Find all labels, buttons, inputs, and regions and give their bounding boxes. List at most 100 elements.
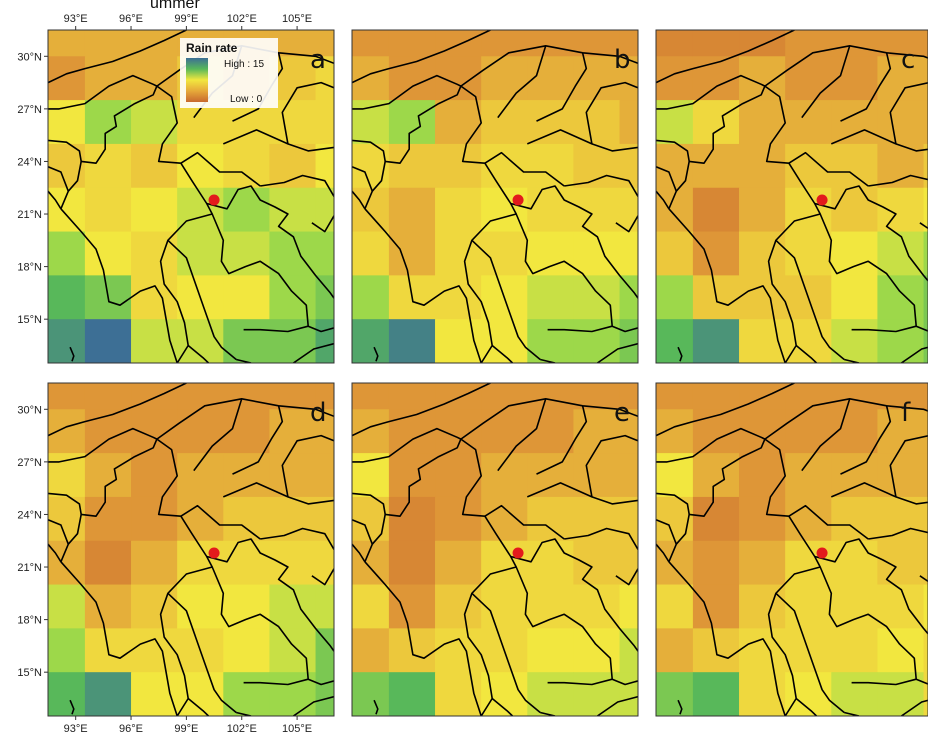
rain-grid-cell <box>269 231 317 276</box>
rain-grid-cell <box>619 187 638 233</box>
rain-grid-cell <box>923 319 928 363</box>
rain-grid-cell <box>923 383 928 410</box>
rain-grid-cell <box>223 672 270 716</box>
lat-tick-label: 30°N <box>17 51 42 63</box>
country-border-line <box>656 518 678 545</box>
country-border-line <box>243 325 309 333</box>
rain-grid-cell <box>785 453 832 498</box>
rain-grid-cell <box>923 584 928 629</box>
rain-grid-cell <box>352 383 390 410</box>
map-panel-c <box>656 30 928 363</box>
rain-grid-cell <box>785 56 832 101</box>
country-border-line <box>851 678 917 686</box>
lon-tick-label: 102°E <box>227 723 257 735</box>
rain-grid-cell <box>84 672 132 716</box>
rain-grid-cell <box>352 584 390 629</box>
rain-grid-cell <box>877 275 925 320</box>
country-border-line <box>352 383 491 437</box>
rain-grid-cell <box>84 143 132 189</box>
rain-grid-cell <box>84 56 132 101</box>
country-border-line <box>491 344 514 363</box>
rain-grid-cell <box>481 100 528 145</box>
country-border-line <box>292 695 334 716</box>
country-border-line <box>596 342 638 363</box>
rain-grid-cell <box>435 453 482 498</box>
country-border-line <box>919 575 928 583</box>
rain-grid-cell <box>527 672 574 716</box>
location-marker <box>208 194 220 206</box>
country-border-line <box>677 346 683 362</box>
country-border-line <box>656 139 690 162</box>
rain-grid-cell <box>435 30 482 57</box>
rain-grid-cell <box>48 30 86 57</box>
rain-grid-cell <box>435 496 482 542</box>
rain-grid-cell <box>831 453 878 498</box>
rain-grid-cell <box>388 383 436 410</box>
country-border-line <box>484 504 565 540</box>
country-border-line <box>615 215 638 233</box>
rain-grid-cell <box>692 319 740 363</box>
country-border-line <box>656 383 795 437</box>
rain-grid-cell <box>656 409 694 454</box>
rain-grid-cell <box>131 383 178 410</box>
rain-grid-cell <box>923 409 928 454</box>
country-border-line <box>236 358 252 363</box>
lat-tick-label: 21°N <box>17 209 42 221</box>
rain-grid-cell <box>527 453 574 498</box>
rain-grid-cell <box>131 143 178 189</box>
rain-grid-cell <box>481 143 528 189</box>
rain-grid-cell <box>223 496 270 542</box>
country-border-line <box>352 74 462 110</box>
country-border-line <box>491 697 514 716</box>
rain-grid-cell <box>131 100 178 145</box>
country-border-line <box>547 325 613 333</box>
rain-grid-cell <box>619 496 638 542</box>
rain-grid-cell <box>573 628 621 673</box>
rain-grid-cell <box>388 56 436 101</box>
country-border-line <box>801 45 851 119</box>
rain-grid-cell <box>831 30 878 57</box>
rain-grid-cell <box>435 540 482 586</box>
panel-frame <box>47 29 335 364</box>
rain-grid-cell <box>315 100 334 145</box>
rain-grid-cell <box>315 584 334 629</box>
rain-grid-cell <box>692 584 740 629</box>
legend-low-label: Low : 0 <box>230 94 263 105</box>
rain-grid-cell <box>877 453 925 498</box>
country-border-line <box>292 342 334 363</box>
country-border-line <box>656 543 670 563</box>
panel-frame <box>655 29 928 364</box>
rain-grid-cell <box>527 275 574 320</box>
country-border-line <box>48 427 158 463</box>
country-border-line <box>236 711 252 716</box>
rain-grid-cell <box>315 231 334 276</box>
rain-grid-cell <box>435 628 482 673</box>
rain-grid-cell <box>315 496 334 542</box>
country-border-line <box>668 85 821 363</box>
panel-frame <box>655 382 928 717</box>
rain-grid-cell <box>527 540 574 586</box>
rain-grid-cell <box>877 231 925 276</box>
country-border-line <box>167 239 237 361</box>
location-marker <box>208 547 220 559</box>
rain-grid-cell <box>223 187 270 233</box>
rain-grid-cell <box>84 187 132 233</box>
rain-grid-cell <box>619 584 638 629</box>
rain-grid-cell <box>315 453 334 498</box>
rain-grid-cell <box>656 584 694 629</box>
country-border-line <box>615 568 638 586</box>
rain-grid-cell <box>692 100 740 145</box>
country-border-line <box>48 383 187 437</box>
country-border-line <box>281 81 334 145</box>
rain-grid-cell <box>656 100 694 145</box>
country-border-line <box>540 358 556 363</box>
country-border-line <box>840 52 892 122</box>
rain-grid-cell <box>923 56 928 101</box>
rain-grid-cell <box>739 187 786 233</box>
country-border-line <box>900 346 928 363</box>
rain-grid-cell <box>785 409 832 454</box>
lat-tick-label: 18°N <box>17 615 42 627</box>
rain-grid-cell <box>84 319 132 363</box>
rain-grid-cell <box>131 453 178 498</box>
